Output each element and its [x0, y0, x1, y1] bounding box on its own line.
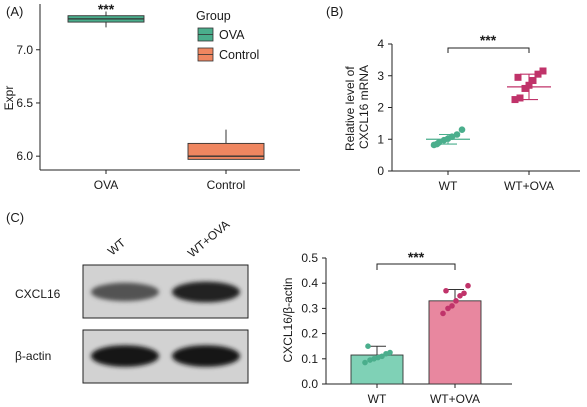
panel-b-xtick-label: WT — [439, 179, 458, 193]
legend-label-control: Control — [219, 48, 259, 62]
panel-b: (B) Relative level of CXCL16 mRNA 01234 … — [326, 4, 580, 193]
panel-c-ytick-label: 0.0 — [301, 377, 318, 391]
panel-b-ylabel: Relative level of CXCL16 mRNA — [343, 63, 371, 151]
panel-c-ytick-label: 0.3 — [301, 301, 318, 315]
panel-b-significance: *** — [480, 32, 497, 48]
panel-b-xtick-label: WT+OVA — [504, 179, 554, 193]
panel-b-ytick-label: 0 — [377, 164, 384, 178]
data-point-wt-ova — [443, 287, 449, 294]
panel-a-xtick-label: OVA — [94, 178, 118, 192]
panel-b-xticks: WT WT+OVA — [439, 171, 554, 193]
panel-c-ylabel: CXCL16/β-actin — [281, 278, 295, 363]
data-point-wt-ova — [453, 298, 459, 304]
data-point-wt-ova — [465, 282, 471, 289]
panel-c-blot: (C) WT WT+OVA CXCL16 β-actin — [6, 210, 249, 384]
panel-b-label: (B) — [326, 4, 343, 19]
data-point-wt-ova — [529, 77, 537, 85]
data-point-wt-ova — [445, 305, 451, 312]
data-point-wt-ova — [457, 293, 463, 299]
panel-a-ytick-label: 7.0 — [16, 43, 33, 57]
blot-band-actin-wtova — [172, 345, 240, 367]
data-point-wt — [365, 343, 371, 350]
data-point-wt-ova — [449, 303, 455, 309]
data-point-wt — [379, 353, 385, 360]
box-control — [187, 142, 265, 160]
panel-b-marks — [426, 67, 551, 149]
panel-c-ytick-label: 0.4 — [301, 276, 318, 290]
panel-b-ytick-label: 3 — [377, 69, 384, 83]
data-point-wt — [362, 359, 368, 366]
legend-label-ova: OVA — [219, 28, 245, 42]
panel-b-ytick-label: 2 — [377, 101, 384, 115]
blot-band-cxcl16-wt — [91, 282, 159, 302]
blot-lane-label-wt: WT — [105, 235, 129, 258]
data-point-wt — [448, 133, 456, 141]
panel-c-sig-bracket — [376, 263, 456, 270]
data-point-wt-ova — [521, 84, 529, 92]
data-point-wt-ova — [461, 290, 467, 297]
panel-a-boxes — [67, 11, 265, 160]
data-point-wt-ova — [514, 73, 522, 81]
data-point-wt-ova — [440, 310, 446, 317]
panel-a-ylabel: Expr — [2, 86, 16, 111]
blot-bands — [91, 281, 240, 367]
blot-lane-label-wt-ova: WT+OVA — [185, 217, 232, 260]
panel-b-yticks: 0 1 2 3 4 — [377, 37, 392, 178]
panel-a-ytick-label: 6.5 — [16, 96, 33, 110]
blot-band-actin-wt — [91, 345, 159, 367]
panel-b-sig-bracket — [447, 47, 530, 53]
data-point-wt — [458, 126, 466, 134]
panel-a-yticks: 6.0 6.5 7.0 — [16, 43, 40, 163]
data-point-wt — [387, 349, 393, 356]
panel-c-ytick-label: 0.2 — [301, 327, 318, 341]
panel-c-xtick-label: WT — [368, 392, 387, 406]
blot-band-cxcl16-wtova — [172, 281, 240, 303]
data-point-wt-ova — [516, 94, 524, 102]
data-point-wt-ova — [539, 67, 547, 75]
panel-b-ytick-label: 1 — [377, 132, 384, 146]
panel-b-ylabel-line1: Relative level of — [343, 66, 357, 151]
panel-a-xtick-label: Control — [207, 178, 246, 192]
panel-a-label: (A) — [6, 4, 23, 19]
panel-b-ytick-label: 4 — [377, 37, 384, 51]
blot-row-label-cxcl16: CXCL16 — [15, 287, 61, 301]
panel-c-yticks: 0.0 0.1 0.2 0.3 0.4 0.5 — [301, 251, 326, 391]
panel-a-legend-title: Group — [196, 9, 231, 23]
panel-c-bars — [350, 282, 482, 385]
panel-a-legend: Group OVA Control — [196, 9, 259, 62]
data-point-wt-ova — [511, 96, 519, 104]
panel-c-significance: *** — [408, 249, 425, 265]
panel-c-xticks: WT WT+OVA — [368, 384, 480, 406]
blot-row-label-beta-actin: β-actin — [15, 349, 51, 363]
panel-c-ytick-label: 0.5 — [301, 251, 318, 265]
panel-a-xticks: OVA Control — [94, 170, 246, 192]
panel-c-label: (C) — [6, 210, 24, 225]
panel-c-bar-chart: CXCL16/β-actin 0.0 0.1 0.2 0.3 0.4 0.5 WT WT+O… — [281, 249, 512, 406]
bar-wt-ova — [428, 300, 482, 385]
panel-c-ytick-label: 0.1 — [301, 352, 318, 366]
panel-a-significance: *** — [98, 1, 115, 17]
panel-a-ytick-label: 6.0 — [16, 149, 33, 163]
panel-a: (A) Expr 6.0 6.5 7.0 OVA Control *** Group … — [2, 1, 300, 192]
data-point-wt — [433, 140, 441, 148]
panel-b-ylabel-line2: CXCL16 mRNA — [357, 65, 371, 149]
panel-c-xtick-label: WT+OVA — [430, 392, 480, 406]
